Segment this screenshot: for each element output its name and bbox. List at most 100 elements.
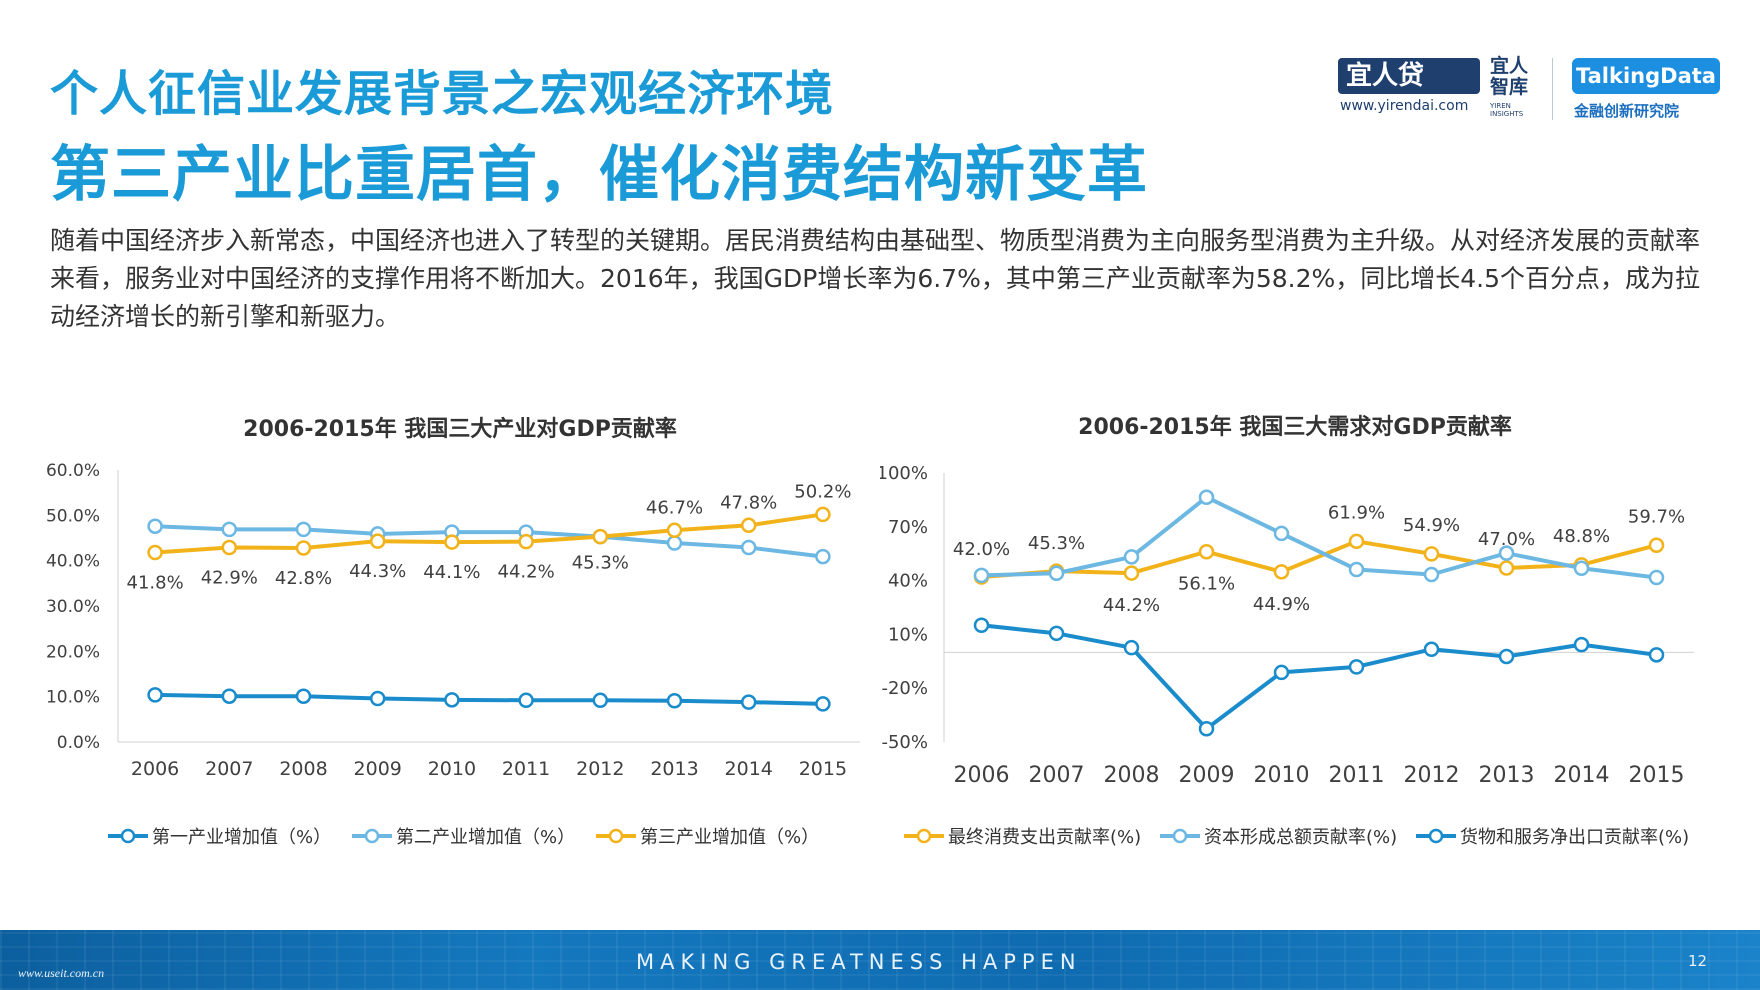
x-tick-label: 2015 bbox=[1629, 763, 1685, 788]
series-point bbox=[1498, 648, 1515, 665]
series-point bbox=[444, 534, 460, 550]
series-point bbox=[1273, 525, 1290, 542]
y-tick-label: 70% bbox=[888, 517, 928, 538]
y-tick-label: 40% bbox=[888, 571, 928, 592]
data-label: 44.2% bbox=[1103, 595, 1160, 616]
y-tick-label: 10% bbox=[888, 624, 928, 645]
data-label: 44.2% bbox=[498, 562, 555, 583]
chart-title: 2006-2015年 我国三大需求对GDP贡献率 bbox=[1078, 414, 1512, 440]
series-point bbox=[1648, 569, 1665, 586]
series-point bbox=[1498, 545, 1515, 561]
talkingdata-logo: TalkingData bbox=[1572, 58, 1720, 94]
series-point bbox=[815, 506, 831, 523]
yiren-insights-label: YIREN INSIGHTS bbox=[1490, 102, 1524, 118]
x-tick-label: 2006 bbox=[954, 763, 1010, 788]
yirendai-url: www.yirendai.com bbox=[1340, 98, 1469, 114]
x-tick-label: 2007 bbox=[1029, 763, 1085, 788]
legend-label: 资本形成总额贡献率(%) bbox=[1204, 827, 1397, 848]
series-point bbox=[1198, 720, 1215, 737]
x-tick-label: 2015 bbox=[799, 758, 847, 780]
yirendai-logo: 宜人贷 bbox=[1338, 58, 1480, 94]
x-tick-label: 2011 bbox=[502, 758, 550, 780]
chart-title: 2006-2015年 我国三大产业对GDP贡献率 bbox=[243, 416, 677, 442]
series-point bbox=[518, 533, 534, 550]
x-tick-label: 2011 bbox=[1329, 763, 1385, 788]
x-tick-label: 2009 bbox=[1179, 763, 1235, 788]
y-tick-label: 30.0% bbox=[46, 597, 100, 617]
series-point bbox=[973, 617, 990, 634]
data-label: 47.0% bbox=[1478, 529, 1535, 550]
series-point bbox=[740, 517, 757, 534]
x-tick-label: 2008 bbox=[1104, 763, 1160, 788]
series-point bbox=[1573, 560, 1590, 576]
series-point bbox=[973, 567, 990, 584]
data-label: 44.1% bbox=[423, 562, 480, 583]
series-point bbox=[295, 521, 312, 538]
series-line bbox=[981, 539, 1658, 580]
series-point bbox=[1573, 636, 1590, 653]
series-point bbox=[815, 696, 831, 712]
yiren-zhiku-logo: 宜人智库 bbox=[1490, 55, 1529, 98]
page-subtitle: 第三产业比重居首，催化消费结构新变革 bbox=[50, 140, 1148, 210]
series-point bbox=[295, 540, 312, 556]
y-tick-label: 100% bbox=[880, 463, 928, 484]
x-tick-label: 2010 bbox=[428, 758, 476, 780]
x-tick-label: 2009 bbox=[354, 758, 402, 780]
x-tick-label: 2007 bbox=[205, 758, 253, 780]
series-point bbox=[1048, 565, 1065, 581]
series-point bbox=[1423, 566, 1440, 583]
data-label: 48.8% bbox=[1553, 526, 1610, 547]
x-tick-label: 2014 bbox=[1554, 763, 1610, 788]
legend-swatch-marker bbox=[916, 828, 932, 844]
series-point bbox=[1273, 664, 1290, 681]
y-tick-label: 40.0% bbox=[46, 552, 100, 572]
x-tick-label: 2008 bbox=[279, 758, 327, 780]
legend-label: 第一产业增加值（%） bbox=[152, 827, 331, 848]
series-point bbox=[1123, 549, 1140, 565]
series-point bbox=[1648, 647, 1665, 663]
series-point bbox=[221, 521, 238, 538]
talkingdata-institute-label: 金融创新研究院 bbox=[1574, 102, 1680, 120]
legend-label: 第三产业增加值（%） bbox=[640, 827, 819, 848]
series-point bbox=[1198, 543, 1215, 560]
series-point bbox=[740, 694, 757, 710]
industry-contribution-chart: 2006-2015年 我国三大产业对GDP贡献率 0.0% 10.0% 20.0% 30… bbox=[46, 416, 860, 848]
y-tick-label: 0.0% bbox=[57, 733, 100, 753]
series-point bbox=[1348, 561, 1365, 578]
x-tick-label: 2010 bbox=[1254, 763, 1310, 788]
x-tick-label: 2012 bbox=[576, 758, 624, 780]
series-point bbox=[1348, 659, 1365, 675]
series-point bbox=[1423, 546, 1440, 562]
x-tick-label: 2013 bbox=[1479, 763, 1535, 788]
series-point bbox=[295, 688, 312, 704]
data-label: 45.3% bbox=[1028, 533, 1085, 554]
y-tick-label: 50.0% bbox=[46, 506, 100, 526]
footer-banner: MAKING GREATNESS HAPPEN 12 www.useit.com… bbox=[0, 930, 1760, 990]
series-point bbox=[147, 544, 163, 561]
series-point bbox=[1648, 537, 1665, 554]
legend-label: 第二产业增加值（%） bbox=[396, 827, 575, 848]
data-label: 42.9% bbox=[201, 568, 258, 589]
series-point bbox=[666, 522, 683, 539]
series-line bbox=[155, 524, 824, 559]
y-tick-label: 20.0% bbox=[46, 642, 100, 662]
series-point bbox=[592, 528, 609, 545]
x-tick-label: 2014 bbox=[725, 758, 773, 780]
legend-swatch-marker bbox=[1172, 828, 1188, 844]
logo-block: 宜人贷 www.yirendai.com 宜人智库 YIREN INSIGHTS… bbox=[1338, 56, 1730, 122]
series-point bbox=[1123, 639, 1140, 656]
series-point bbox=[147, 687, 163, 703]
data-label: 44.3% bbox=[349, 561, 406, 582]
y-tick-label: -50% bbox=[881, 732, 928, 753]
data-label: 59.7% bbox=[1628, 506, 1685, 527]
data-label: 61.9% bbox=[1328, 502, 1385, 523]
series-point bbox=[592, 692, 609, 709]
footer-slogan: MAKING GREATNESS HAPPEN bbox=[636, 950, 1082, 974]
legend-swatch-marker bbox=[120, 828, 136, 844]
series-point bbox=[518, 692, 534, 709]
data-label: 41.8% bbox=[127, 573, 184, 594]
page-number: 12 bbox=[1688, 952, 1708, 970]
legend-label: 货物和服务净出口贡献率(%) bbox=[1460, 827, 1689, 848]
series-point bbox=[221, 539, 238, 556]
page-title: 个人征信业发展背景之宏观经济环境 bbox=[50, 66, 835, 122]
